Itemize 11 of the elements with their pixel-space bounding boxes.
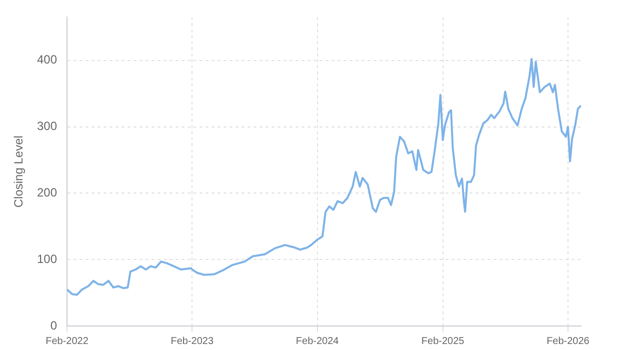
y-tick-label: 0	[50, 318, 58, 332]
y-axis-title: Closing Level	[12, 136, 26, 208]
y-tick-label: 200	[36, 185, 58, 200]
y-tick-label: 400	[36, 52, 58, 67]
x-tick-label: Feb-2024	[296, 336, 340, 347]
y-tick-label: 300	[36, 119, 58, 134]
y-tick-label: 100	[36, 252, 58, 266]
x-tick-label: Feb-2023	[170, 336, 214, 347]
x-tick-label: Feb-2025	[421, 336, 465, 347]
x-tick-label: Feb-2022	[46, 336, 89, 347]
x-tick-label: Feb-2026	[546, 336, 590, 347]
